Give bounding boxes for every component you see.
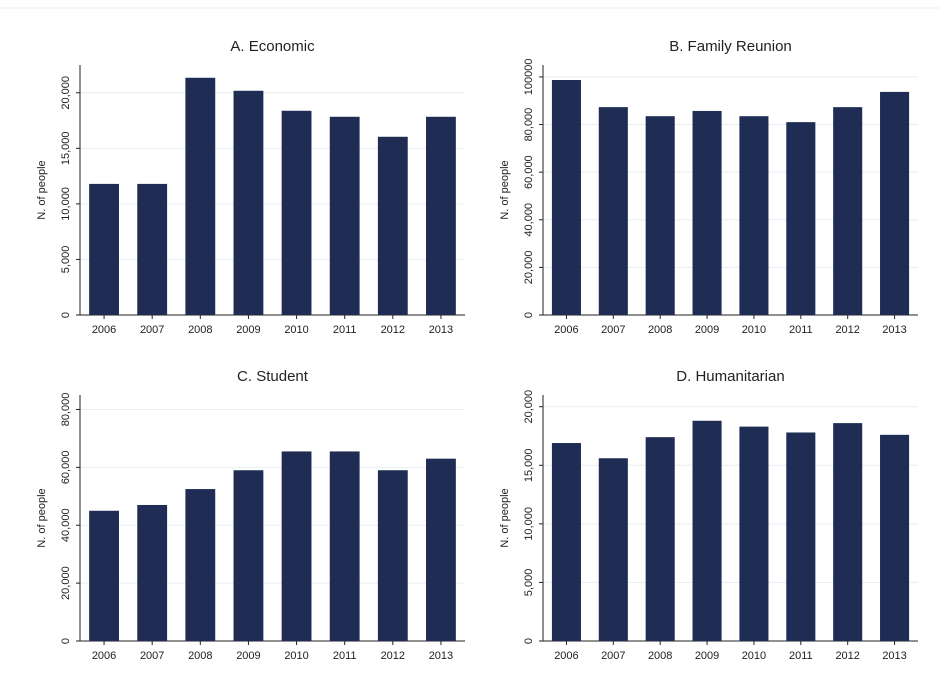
y-tick-label: 40,000 [523, 203, 535, 237]
x-tick-label: 2007 [601, 324, 625, 336]
y-tick-label: 40,000 [60, 508, 72, 542]
x-tick-label: 2006 [554, 650, 578, 662]
x-tick-label: 2006 [554, 324, 578, 336]
x-tick-label: 2012 [835, 650, 859, 662]
bar [329, 451, 360, 641]
x-tick-label: 2008 [648, 650, 672, 662]
y-axis-label: N. of people [499, 488, 511, 547]
chart-title: D. Humanitarian [676, 368, 784, 385]
bar [377, 470, 408, 641]
bar [137, 504, 168, 641]
bar [89, 510, 119, 641]
y-tick-label: 0 [60, 312, 72, 318]
y-tick-label: 10,000 [60, 187, 72, 221]
bar [426, 458, 456, 641]
chart-title: A. Economic [230, 38, 315, 55]
y-axis-label: N. of people [499, 160, 511, 219]
x-tick-label: 2010 [742, 324, 766, 336]
x-tick-label: 2011 [333, 650, 357, 662]
x-tick-label: 2012 [381, 324, 405, 336]
x-tick-label: 2013 [882, 650, 906, 662]
bar [598, 107, 628, 316]
x-tick-label: 2013 [882, 324, 906, 336]
y-tick-label: 20,000 [523, 251, 535, 285]
y-tick-label: 10,000 [523, 507, 535, 541]
bar [329, 116, 360, 316]
x-tick-label: 2009 [236, 650, 260, 662]
bar [233, 470, 264, 641]
x-tick-label: 2008 [648, 324, 672, 336]
x-tick-label: 2010 [284, 324, 308, 336]
x-tick-label: 2010 [284, 650, 308, 662]
bar [692, 420, 722, 641]
x-tick-label: 2011 [333, 324, 357, 336]
x-tick-label: 2009 [695, 650, 719, 662]
y-tick-label: 60,000 [60, 451, 72, 485]
chart-title: B. Family Reunion [669, 38, 792, 55]
x-tick-label: 2010 [742, 650, 766, 662]
x-tick-label: 2011 [789, 324, 813, 336]
bar [880, 91, 910, 316]
bar [89, 183, 119, 315]
bar [786, 122, 816, 316]
y-tick-label: 20,000 [60, 76, 72, 110]
y-tick-label: 20,000 [523, 390, 535, 424]
bar [786, 432, 816, 641]
x-tick-label: 2007 [140, 324, 164, 336]
bar [185, 489, 216, 641]
x-tick-label: 2007 [601, 650, 625, 662]
y-tick-label: 20,000 [60, 566, 72, 600]
x-tick-label: 2008 [188, 324, 212, 336]
x-tick-label: 2006 [92, 324, 116, 336]
x-tick-label: 2006 [92, 650, 116, 662]
bar [137, 183, 168, 315]
x-tick-label: 2009 [695, 324, 719, 336]
x-tick-label: 2007 [140, 650, 164, 662]
y-axis-label: N. of people [36, 160, 48, 219]
x-tick-label: 2012 [381, 650, 405, 662]
x-tick-label: 2013 [429, 650, 453, 662]
y-tick-label: 5,000 [60, 246, 72, 274]
bar [833, 423, 863, 641]
bar [880, 434, 910, 641]
bar [598, 458, 628, 641]
x-tick-label: 2011 [789, 650, 813, 662]
chart-title: C. Student [237, 368, 309, 385]
x-tick-label: 2008 [188, 650, 212, 662]
x-tick-label: 2012 [835, 324, 859, 336]
bar [377, 136, 408, 315]
bar [739, 426, 769, 641]
bar [833, 107, 863, 316]
bar [739, 116, 769, 315]
bar [185, 77, 216, 316]
y-tick-label: 0 [523, 312, 535, 318]
y-tick-label: 80,000 [60, 393, 72, 427]
bar [551, 80, 581, 315]
x-tick-label: 2013 [429, 324, 453, 336]
y-tick-label: 5,000 [523, 569, 535, 597]
y-tick-label: 60,000 [523, 155, 535, 189]
y-tick-label: 15,000 [60, 132, 72, 166]
bar [281, 451, 312, 641]
bar [426, 116, 456, 316]
bar [692, 110, 722, 315]
y-axis-label: N. of people [36, 488, 48, 547]
y-tick-label: 0 [523, 638, 535, 644]
y-tick-label: 80,000 [523, 108, 535, 142]
y-tick-label: 100000 [523, 59, 535, 96]
bar [551, 443, 581, 641]
y-tick-label: 15,000 [523, 448, 535, 482]
y-tick-label: 0 [60, 638, 72, 644]
x-tick-label: 2009 [236, 324, 260, 336]
bar [645, 116, 675, 315]
bar [645, 437, 675, 641]
bar [281, 110, 312, 316]
bar [233, 90, 264, 316]
